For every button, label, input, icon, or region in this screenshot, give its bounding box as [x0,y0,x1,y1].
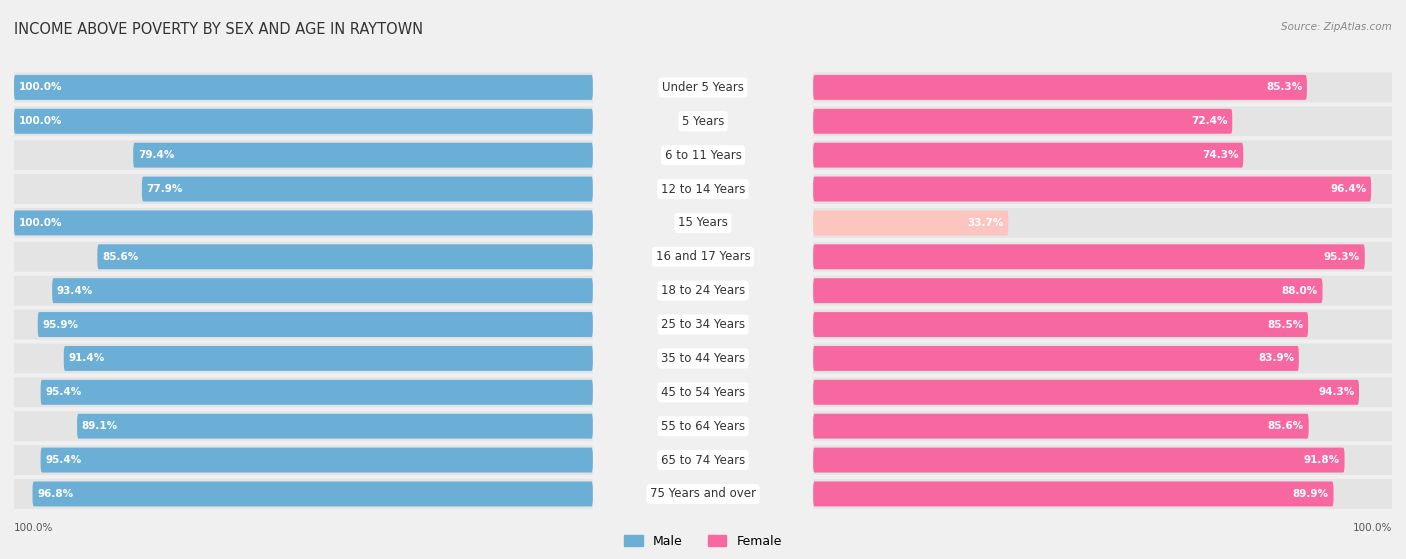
Text: 12 to 14 Years: 12 to 14 Years [661,183,745,196]
FancyBboxPatch shape [813,244,1365,269]
FancyBboxPatch shape [14,310,593,339]
Text: 88.0%: 88.0% [1282,286,1317,296]
FancyBboxPatch shape [14,377,593,407]
FancyBboxPatch shape [813,346,1299,371]
Text: 95.4%: 95.4% [45,387,82,397]
FancyBboxPatch shape [813,210,1008,235]
Text: 77.9%: 77.9% [146,184,183,194]
Text: 91.8%: 91.8% [1303,455,1340,465]
Text: 89.9%: 89.9% [1294,489,1329,499]
Text: 16 and 17 Years: 16 and 17 Years [655,250,751,263]
Text: 85.3%: 85.3% [1265,82,1302,92]
Text: 100.0%: 100.0% [14,523,53,533]
Text: 96.8%: 96.8% [37,489,73,499]
Text: 91.4%: 91.4% [69,353,104,363]
FancyBboxPatch shape [813,481,1333,506]
FancyBboxPatch shape [41,380,593,405]
FancyBboxPatch shape [52,278,593,303]
Text: 100.0%: 100.0% [18,82,62,92]
FancyBboxPatch shape [813,380,1360,405]
Text: 85.6%: 85.6% [103,252,138,262]
FancyBboxPatch shape [813,73,1392,102]
FancyBboxPatch shape [41,448,593,472]
Text: 85.5%: 85.5% [1267,320,1303,330]
FancyBboxPatch shape [813,177,1371,201]
Text: 65 to 74 Years: 65 to 74 Years [661,453,745,467]
FancyBboxPatch shape [14,445,593,475]
FancyBboxPatch shape [813,140,1392,170]
FancyBboxPatch shape [813,312,1308,337]
Text: 95.4%: 95.4% [45,455,82,465]
FancyBboxPatch shape [813,242,1392,272]
FancyBboxPatch shape [77,414,593,439]
Text: 100.0%: 100.0% [1353,523,1392,533]
FancyBboxPatch shape [813,276,1392,306]
Text: 55 to 64 Years: 55 to 64 Years [661,420,745,433]
Text: 25 to 34 Years: 25 to 34 Years [661,318,745,331]
FancyBboxPatch shape [63,346,593,371]
Text: 33.7%: 33.7% [967,218,1004,228]
Text: 6 to 11 Years: 6 to 11 Years [665,149,741,162]
FancyBboxPatch shape [14,174,593,204]
Text: 100.0%: 100.0% [18,218,62,228]
FancyBboxPatch shape [813,106,1392,136]
Legend: Male, Female: Male, Female [619,530,787,553]
Text: 18 to 24 Years: 18 to 24 Years [661,284,745,297]
FancyBboxPatch shape [14,344,593,373]
Text: 85.6%: 85.6% [1268,421,1303,431]
FancyBboxPatch shape [813,411,1392,441]
FancyBboxPatch shape [14,73,593,102]
FancyBboxPatch shape [14,106,593,136]
FancyBboxPatch shape [813,208,1392,238]
Text: 100.0%: 100.0% [18,116,62,126]
FancyBboxPatch shape [813,109,1232,134]
FancyBboxPatch shape [813,445,1392,475]
FancyBboxPatch shape [32,481,593,506]
FancyBboxPatch shape [813,143,1243,168]
FancyBboxPatch shape [14,109,593,134]
FancyBboxPatch shape [14,276,593,306]
Text: 95.3%: 95.3% [1324,252,1360,262]
FancyBboxPatch shape [14,75,593,100]
Text: Source: ZipAtlas.com: Source: ZipAtlas.com [1281,22,1392,32]
FancyBboxPatch shape [813,414,1309,439]
Text: 94.3%: 94.3% [1317,387,1354,397]
Text: 15 Years: 15 Years [678,216,728,229]
FancyBboxPatch shape [813,278,1323,303]
FancyBboxPatch shape [813,479,1392,509]
Text: 72.4%: 72.4% [1191,116,1227,126]
FancyBboxPatch shape [14,242,593,272]
Text: 95.9%: 95.9% [42,320,79,330]
FancyBboxPatch shape [813,377,1392,407]
Text: 45 to 54 Years: 45 to 54 Years [661,386,745,399]
Text: 79.4%: 79.4% [138,150,174,160]
FancyBboxPatch shape [14,411,593,441]
Text: 93.4%: 93.4% [56,286,93,296]
Text: 35 to 44 Years: 35 to 44 Years [661,352,745,365]
FancyBboxPatch shape [813,75,1308,100]
Text: 83.9%: 83.9% [1258,353,1294,363]
FancyBboxPatch shape [38,312,593,337]
FancyBboxPatch shape [14,140,593,170]
Text: 74.3%: 74.3% [1202,150,1239,160]
FancyBboxPatch shape [813,174,1392,204]
FancyBboxPatch shape [813,448,1344,472]
FancyBboxPatch shape [813,344,1392,373]
Text: 96.4%: 96.4% [1330,184,1367,194]
Text: 75 Years and over: 75 Years and over [650,487,756,500]
FancyBboxPatch shape [97,244,593,269]
FancyBboxPatch shape [142,177,593,201]
Text: Under 5 Years: Under 5 Years [662,81,744,94]
FancyBboxPatch shape [14,210,593,235]
FancyBboxPatch shape [813,310,1392,339]
FancyBboxPatch shape [14,479,593,509]
Text: INCOME ABOVE POVERTY BY SEX AND AGE IN RAYTOWN: INCOME ABOVE POVERTY BY SEX AND AGE IN R… [14,22,423,37]
FancyBboxPatch shape [134,143,593,168]
Text: 5 Years: 5 Years [682,115,724,128]
FancyBboxPatch shape [14,208,593,238]
Text: 89.1%: 89.1% [82,421,118,431]
